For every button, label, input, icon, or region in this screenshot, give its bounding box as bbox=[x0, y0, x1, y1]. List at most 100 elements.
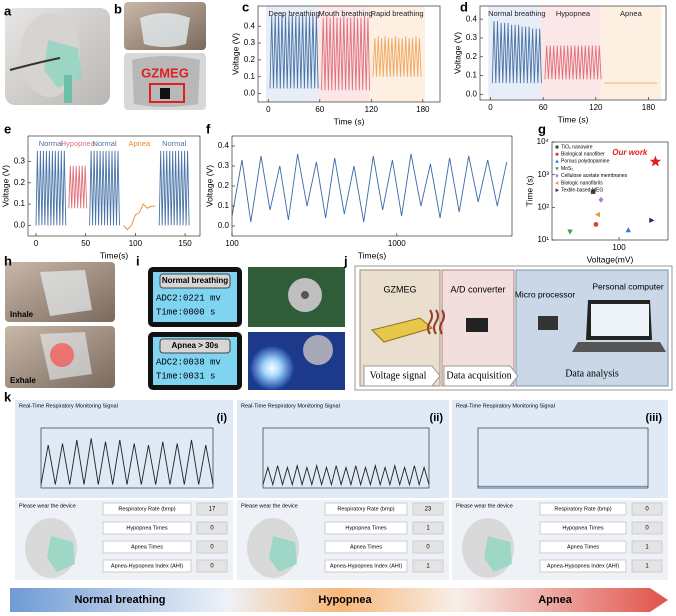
plot-frame bbox=[262, 427, 430, 489]
y-tick-label: 0.3 bbox=[218, 161, 230, 170]
segment-band bbox=[540, 6, 606, 100]
plot-frame bbox=[231, 135, 513, 237]
x-tick-label: 120 bbox=[365, 105, 379, 114]
lcd-line: Time:0000 s bbox=[156, 307, 215, 317]
mask-icon bbox=[269, 536, 297, 572]
row-value-box bbox=[412, 502, 444, 516]
series-line bbox=[68, 165, 88, 209]
plot-frame bbox=[477, 427, 649, 489]
y-tick-label: 0.0 bbox=[466, 89, 478, 98]
row-value-box bbox=[631, 559, 663, 573]
row-label: Respiratory Rate (bmp) bbox=[554, 506, 611, 512]
plot-frame bbox=[40, 427, 214, 489]
series-line bbox=[40, 438, 214, 485]
prompt: Please wear the device bbox=[456, 503, 513, 509]
y-tick-label: 0.1 bbox=[14, 199, 26, 208]
x-axis-label: Time(s) bbox=[358, 250, 387, 260]
panel-label: c bbox=[242, 0, 249, 14]
y-tick-label: 0.1 bbox=[466, 71, 478, 80]
row-value-box bbox=[196, 521, 228, 535]
row-label: Respiratory Rate (bmp) bbox=[118, 506, 175, 512]
x-tick-label: 0 bbox=[488, 103, 493, 112]
x-tick-label: 60 bbox=[539, 103, 548, 112]
stage-label: Data acquisition bbox=[446, 370, 511, 381]
point bbox=[598, 196, 604, 203]
series-line bbox=[158, 150, 190, 226]
row-label-box bbox=[539, 521, 627, 535]
panel-tag: (iii) bbox=[646, 412, 663, 424]
brand-label: GZMEG bbox=[141, 65, 189, 80]
panel-label: i bbox=[136, 253, 140, 268]
legend-marker bbox=[555, 188, 559, 192]
row-value-box bbox=[412, 521, 444, 535]
y-tick-label: 10¹ bbox=[537, 235, 549, 244]
panel-label: e bbox=[4, 121, 11, 136]
panel-label: g bbox=[538, 121, 546, 136]
y-tick-label: 0.4 bbox=[218, 141, 230, 150]
stage-label: Data analysis bbox=[565, 368, 619, 379]
point bbox=[649, 217, 655, 224]
row-value: 0 bbox=[210, 526, 214, 532]
segment-label: Apnea bbox=[620, 9, 643, 18]
panel-label: f bbox=[206, 121, 211, 136]
legend-marker bbox=[555, 145, 559, 149]
x-tick-label: 1000 bbox=[388, 239, 406, 248]
row-value: 17 bbox=[209, 507, 216, 513]
legend-label: Textile-based MEG bbox=[561, 188, 603, 194]
y-tick-label: 10⁴ bbox=[537, 137, 550, 146]
legend-label: TiO₂ nanowire bbox=[561, 144, 593, 150]
y-axis-label: Voltage (V) bbox=[204, 165, 214, 207]
panel-label: a bbox=[4, 3, 12, 18]
row-label-box bbox=[539, 559, 627, 573]
row-value: 1 bbox=[645, 564, 649, 570]
inhale-label: Inhale bbox=[10, 310, 34, 319]
series-line bbox=[372, 36, 422, 77]
series-line bbox=[231, 153, 508, 223]
x-axis-label: Time (s) bbox=[558, 114, 589, 124]
exhale-label: Exhale bbox=[10, 376, 36, 385]
stage-label: Voltage signal bbox=[370, 370, 427, 381]
series-line bbox=[321, 16, 371, 91]
segment-label: Hypopnea bbox=[556, 9, 591, 18]
x-tick-label: 100 bbox=[129, 239, 143, 248]
node-label: Personal computer bbox=[592, 281, 664, 291]
legend-marker bbox=[555, 159, 559, 163]
x-tick-label: 60 bbox=[315, 105, 324, 114]
row-label: Apnea Times bbox=[131, 544, 163, 550]
signal-area bbox=[15, 400, 233, 498]
row-value-box bbox=[631, 502, 663, 516]
row-value-box bbox=[196, 502, 228, 516]
point bbox=[625, 227, 631, 233]
stage-label: Apnea bbox=[538, 594, 573, 606]
row-value-box bbox=[412, 540, 444, 554]
point bbox=[593, 222, 599, 227]
y-tick-label: 0.3 bbox=[14, 157, 26, 166]
signal-title: Real-Time Respiratory Monitoring Signal bbox=[19, 403, 118, 409]
legend-marker bbox=[555, 167, 559, 171]
x-axis-label: Time (s) bbox=[334, 116, 365, 126]
legend-marker bbox=[555, 181, 559, 185]
stage-label: Hypopnea bbox=[318, 594, 372, 606]
plot-frame bbox=[27, 135, 201, 237]
point bbox=[594, 211, 601, 218]
row-label-box bbox=[102, 540, 192, 554]
legend-label: Biological nanofiber bbox=[561, 152, 605, 158]
photo-mask bbox=[5, 8, 110, 105]
row-label-box bbox=[539, 502, 627, 516]
row-label: Apnea-Hypopnea Index (AHI) bbox=[111, 563, 183, 569]
lcd-title: Normal breathing bbox=[162, 276, 228, 285]
x-tick-label: 150 bbox=[178, 239, 192, 248]
x-tick-label: 0 bbox=[34, 239, 39, 248]
y-tick-label: 0.0 bbox=[244, 89, 256, 98]
row-value: 1 bbox=[426, 526, 430, 532]
series-line bbox=[123, 203, 156, 231]
row-label: Hypopnea Times bbox=[126, 525, 168, 531]
series-line bbox=[544, 45, 602, 80]
x-axis-label: Time(s) bbox=[100, 250, 129, 260]
photo-inhale-exhale: Inhale Exhale bbox=[5, 262, 115, 388]
lcd-line: ADC2:0221 mv bbox=[156, 293, 221, 303]
panel-tag: (i) bbox=[217, 412, 228, 424]
row-value: 1 bbox=[426, 564, 430, 570]
x-tick-label: 50 bbox=[81, 239, 90, 248]
